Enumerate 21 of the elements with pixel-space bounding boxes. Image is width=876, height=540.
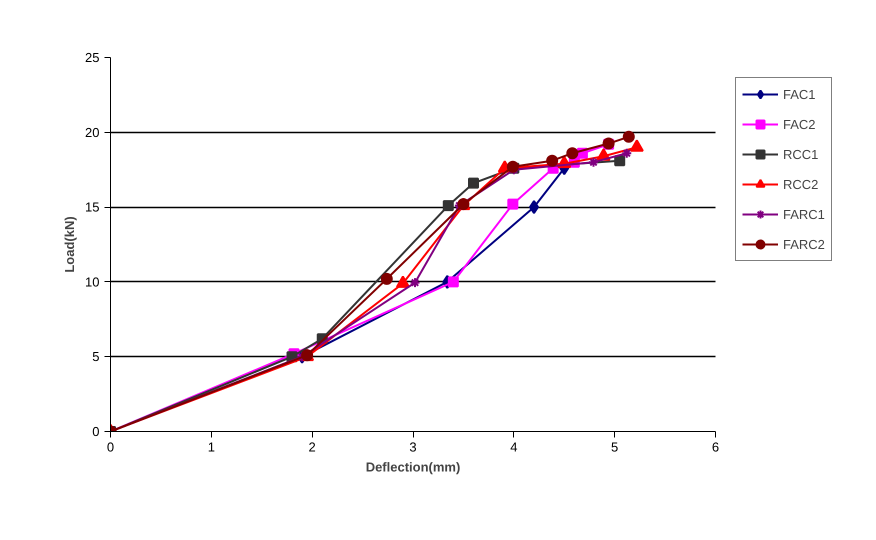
x-tick-label: 6 [712, 440, 720, 454]
x-tick-label: 2 [308, 440, 316, 454]
legend-label: FAC1 [783, 86, 816, 102]
x-axis-title: Deflection(mm) [366, 460, 460, 474]
y-tick-label: 10 [85, 274, 100, 290]
legend-label: FARC1 [783, 206, 825, 222]
y-tick-label: 5 [92, 349, 100, 364]
y-axis-title: Load(kN) [62, 216, 78, 273]
x-tick-label: 3 [409, 440, 417, 454]
y-tick-label: 15 [85, 200, 100, 215]
legend-label: RCC1 [783, 146, 818, 162]
x-tick-label: 4 [510, 440, 518, 454]
legend-label: FAC2 [783, 116, 816, 132]
x-tick-label: 5 [611, 440, 618, 454]
legend-label: FARC2 [783, 236, 825, 252]
x-tick-label: 1 [208, 440, 215, 454]
legend-label: RCC2 [783, 176, 818, 192]
x-tick-label: 0 [106, 440, 114, 454]
y-tick-label: 25 [85, 50, 100, 65]
y-tick-label: 0 [92, 424, 100, 439]
y-tick-label: 20 [85, 124, 100, 140]
